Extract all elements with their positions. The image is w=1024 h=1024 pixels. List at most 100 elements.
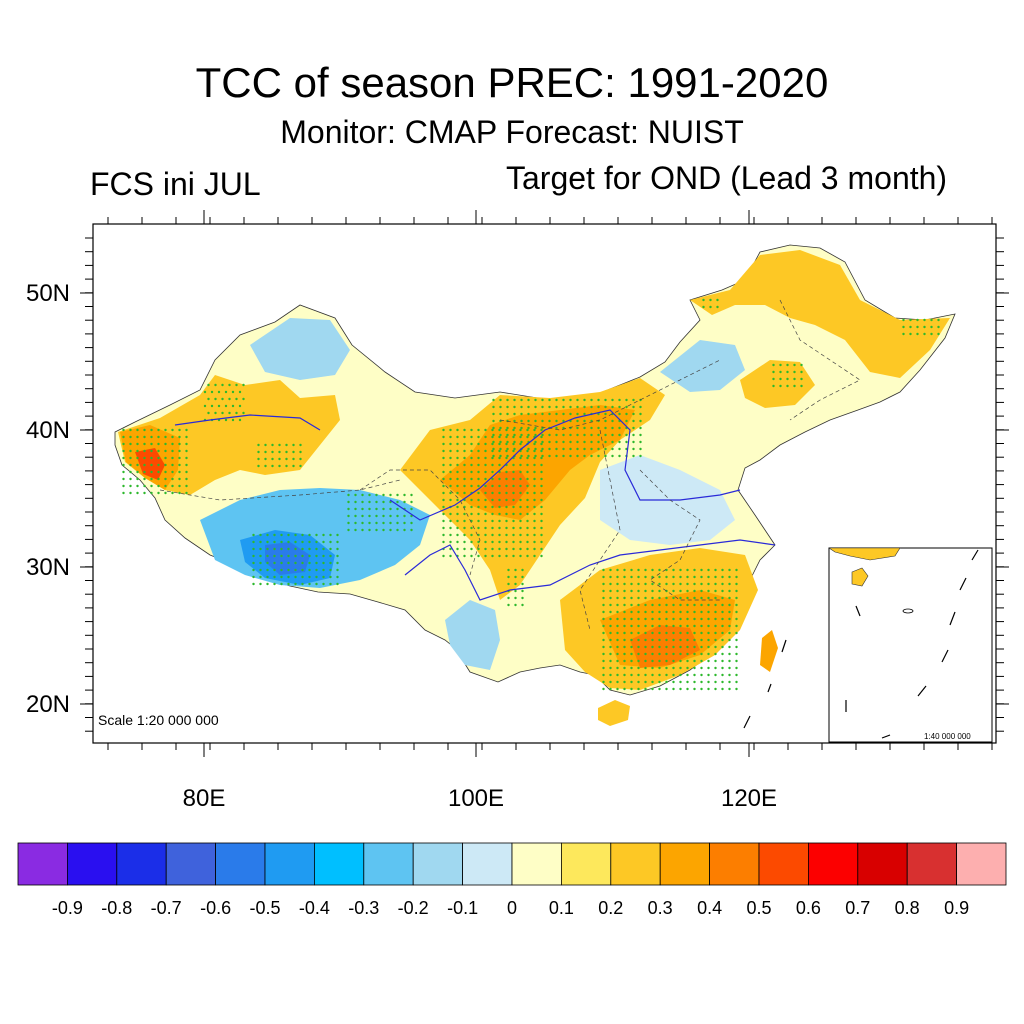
stipple-dot — [287, 561, 290, 565]
stipple-dot — [368, 521, 371, 525]
stipple-dot — [728, 624, 731, 628]
stipple-dot — [772, 363, 775, 367]
stipple-dot — [735, 659, 738, 663]
stipple-dot — [513, 433, 516, 437]
stipple-dot — [217, 404, 221, 408]
stipple-dot — [514, 603, 517, 607]
stipple-dot — [280, 554, 283, 558]
stipple-dot — [368, 507, 371, 511]
stipple-dot — [644, 631, 647, 635]
stipple-dot — [499, 454, 502, 458]
stipple-dot — [644, 568, 647, 572]
stipple-dot — [520, 426, 523, 430]
stipple-dot — [171, 491, 174, 495]
stipple-dot — [548, 440, 551, 444]
stipple-dot — [228, 383, 231, 387]
stipple-dot — [609, 589, 612, 593]
stipple-dot — [707, 645, 710, 649]
stipple-dot — [609, 617, 612, 621]
stipple-dot — [178, 477, 181, 481]
stipple-dot — [336, 540, 339, 544]
stipple-dot — [329, 540, 332, 544]
stipple-dot — [555, 426, 558, 430]
stipple-dot — [672, 631, 675, 635]
stipple-dot — [477, 491, 480, 495]
stipple-dot — [623, 596, 626, 600]
border-tibet-qinghai — [359, 469, 481, 576]
stipple-dot — [721, 638, 724, 642]
stipple-dot — [714, 645, 717, 649]
stipple-dot — [902, 332, 905, 336]
stipple-dot — [616, 575, 619, 579]
stipple-dot — [512, 547, 515, 551]
stipple-dot — [651, 568, 654, 572]
stipple-dot — [299, 443, 302, 447]
stipple-dot — [329, 533, 332, 537]
colorbar-label: -0.9 — [52, 898, 83, 918]
stipple-dot — [686, 673, 689, 677]
stipple-dot — [287, 533, 290, 537]
stipple-dot — [686, 659, 689, 663]
stipple-dot — [651, 687, 654, 691]
stipple-dot — [301, 568, 304, 572]
stipple-dot — [555, 419, 558, 423]
stipple-dot — [644, 666, 647, 670]
stipple-dot — [178, 435, 181, 439]
stipple-dot — [491, 540, 494, 544]
stipple-dot — [228, 397, 231, 401]
stipple-dot — [623, 659, 626, 663]
stipple-dot — [470, 442, 473, 446]
stipple-dot — [534, 440, 537, 444]
stipple-dot — [492, 454, 495, 458]
stipple-dot — [534, 447, 537, 451]
stipple-dot — [505, 519, 508, 523]
stipple-dot — [484, 512, 487, 516]
stipple-dot — [686, 589, 689, 593]
stipple-dot — [287, 540, 290, 544]
stipple-dot — [336, 582, 339, 586]
stipple-dot — [672, 617, 675, 621]
stipple-dot — [463, 491, 466, 495]
stipple-dot — [231, 390, 235, 394]
stipple-dot — [164, 428, 167, 432]
colorbar-label: 0.9 — [944, 898, 969, 918]
stipple-dot — [484, 554, 487, 558]
stipple-dot — [217, 390, 221, 394]
positive-region-taiwan — [760, 630, 778, 672]
stipple-dot — [273, 575, 276, 579]
stipple-dot — [728, 610, 731, 614]
stipple-dot — [672, 603, 675, 607]
stipple-dot — [477, 540, 480, 544]
stipple-dot — [264, 443, 267, 447]
colorbar-label: -0.1 — [447, 898, 478, 918]
stipple-dot — [157, 477, 160, 481]
stipple-dot — [498, 547, 501, 551]
stipple-dot — [686, 638, 689, 642]
stipple-dot — [728, 631, 731, 635]
stipple-dot — [322, 568, 325, 572]
stipple-dot — [178, 470, 181, 474]
stipple-dot — [442, 449, 445, 453]
stipple-dot — [129, 484, 132, 488]
stipple-dot — [714, 575, 717, 579]
stipple-dot — [639, 454, 642, 458]
stipple-dot — [505, 428, 508, 432]
stipple-dot — [679, 575, 682, 579]
stipple-dot — [136, 484, 139, 488]
stipple-dot — [679, 610, 682, 614]
border-xinjiang-tibet — [159, 479, 401, 501]
stipple-dot — [937, 318, 940, 322]
stipple-dot — [157, 491, 160, 495]
stipple-dot — [665, 596, 668, 600]
lon-label-120e: 120E — [721, 785, 777, 812]
stipple-dot — [308, 540, 311, 544]
stipple-dot — [700, 645, 703, 649]
stipple-dot — [540, 463, 543, 467]
stipple-dot — [492, 440, 495, 444]
stipple-dot — [129, 449, 132, 453]
stipple-dot — [164, 435, 167, 439]
stipple-dot — [294, 554, 297, 558]
stipple-dot — [519, 484, 522, 488]
stipple-dot — [164, 449, 167, 453]
stipple-dot — [505, 491, 508, 495]
